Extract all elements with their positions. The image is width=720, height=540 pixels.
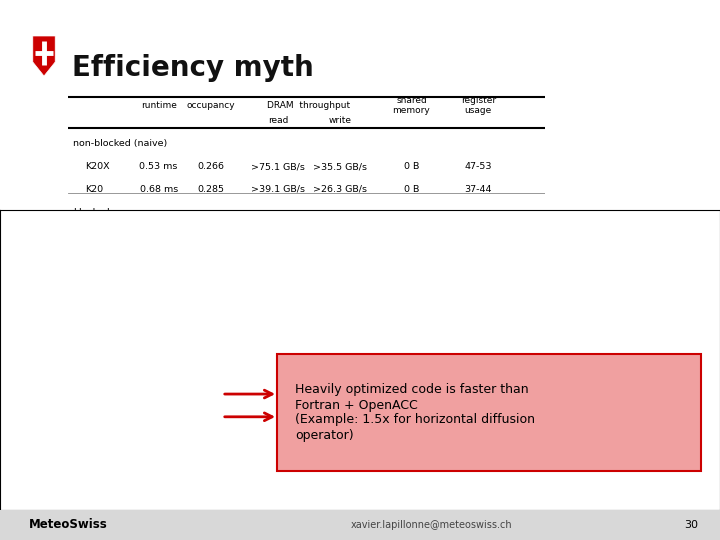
Text: 0 B: 0 B [404,162,419,171]
Text: read: read [268,116,288,125]
Text: MeteoSwiss: MeteoSwiss [29,518,107,531]
Text: 16.1 GB/s: 16.1 GB/s [317,344,363,353]
Text: shared 3D: shared 3D [73,321,122,330]
Text: 63.1 GB/s: 63.1 GB/s [317,253,363,262]
Text: 0.283: 0.283 [197,231,225,239]
Text: 0.35 ms: 0.35 ms [140,413,178,421]
Text: >39.1 GB/s: >39.1 GB/s [251,185,305,194]
Text: 37-44: 37-44 [464,185,492,194]
Text: 0.54 ms: 0.54 ms [140,299,178,308]
Text: >35.5 GB/s: >35.5 GB/s [313,162,367,171]
Text: 0.670: 0.670 [197,344,225,353]
Text: 0.69 ms: 0.69 ms [140,253,178,262]
Text: register
usage: register usage [461,96,496,115]
Text: 15.4 GB/s: 15.4 GB/s [255,344,301,353]
Text: xavier.lapillonne@meteoswiss.ch: xavier.lapillonne@meteoswiss.ch [351,520,513,530]
Text: DRAM  throughput: DRAM throughput [267,101,351,110]
Text: runtime: runtime [140,101,176,110]
Text: shared
memory: shared memory [392,96,431,115]
Text: K20X: K20X [85,389,109,399]
Text: 0.285: 0.285 [197,185,225,194]
Text: 62.9 GB/s: 62.9 GB/s [317,231,363,239]
Text: K20: K20 [85,413,103,421]
Text: occupancy: occupancy [186,101,235,110]
Text: 4.272 KB: 4.272 KB [390,344,433,353]
Text: 0.266: 0.266 [197,162,225,171]
FancyBboxPatch shape [276,354,701,471]
Text: 0 B: 0 B [404,231,419,239]
Text: >26.3 GB/s: >26.3 GB/s [313,185,367,194]
Text: 30: 30 [685,520,698,530]
Text: K20: K20 [85,344,103,353]
Text: 0 B: 0 B [404,185,419,194]
Text: 46: 46 [472,253,485,262]
Text: 0.90: 0.90 [201,413,222,421]
Polygon shape [33,36,55,76]
Text: 12.7 GB/s: 12.7 GB/s [255,253,301,262]
Text: shared: shared [73,276,105,285]
Text: 4.272 KB: 4.272 KB [390,299,433,308]
Text: 73: 73 [472,231,485,239]
Text: 13.9 GB/s: 13.9 GB/s [255,231,301,239]
Text: 0.68 ms: 0.68 ms [140,185,178,194]
Text: >75.1 GB/s: >75.1 GB/s [251,162,305,171]
Text: 0.600: 0.600 [197,299,225,308]
Text: 39: 39 [472,299,485,308]
Text: 4 B: 4 B [404,253,419,262]
Text: 47-53: 47-53 [464,162,492,171]
Text: STELLA: STELLA [73,367,112,376]
Text: K20X: K20X [85,162,109,171]
Text: 0.56 ms: 0.56 ms [140,344,178,353]
Text: 0.90: 0.90 [201,389,222,399]
Text: K20: K20 [85,299,103,308]
Text: blocked: blocked [73,207,109,217]
Text: 0.29 ms: 0.29 ms [140,389,178,399]
Text: 0.90 ms: 0.90 ms [140,231,178,239]
Text: 0.591: 0.591 [197,253,225,262]
Text: 34: 34 [472,344,485,353]
Text: Efficiency myth: Efficiency myth [72,54,314,82]
Text: write: write [328,116,351,125]
Text: Heavily optimized code is faster than
Fortran + OpenACC
(Example: 1.5x for horiz: Heavily optimized code is faster than Fo… [295,383,535,442]
Text: K20: K20 [85,253,103,262]
Text: non-blocked (naive): non-blocked (naive) [73,139,167,148]
Text: K20X: K20X [85,231,109,239]
Text: 16.1 GB/s: 16.1 GB/s [317,299,363,308]
Text: 15.9 GB/s: 15.9 GB/s [255,299,301,308]
Text: K20: K20 [85,185,103,194]
Text: 0.53 ms: 0.53 ms [140,162,178,171]
